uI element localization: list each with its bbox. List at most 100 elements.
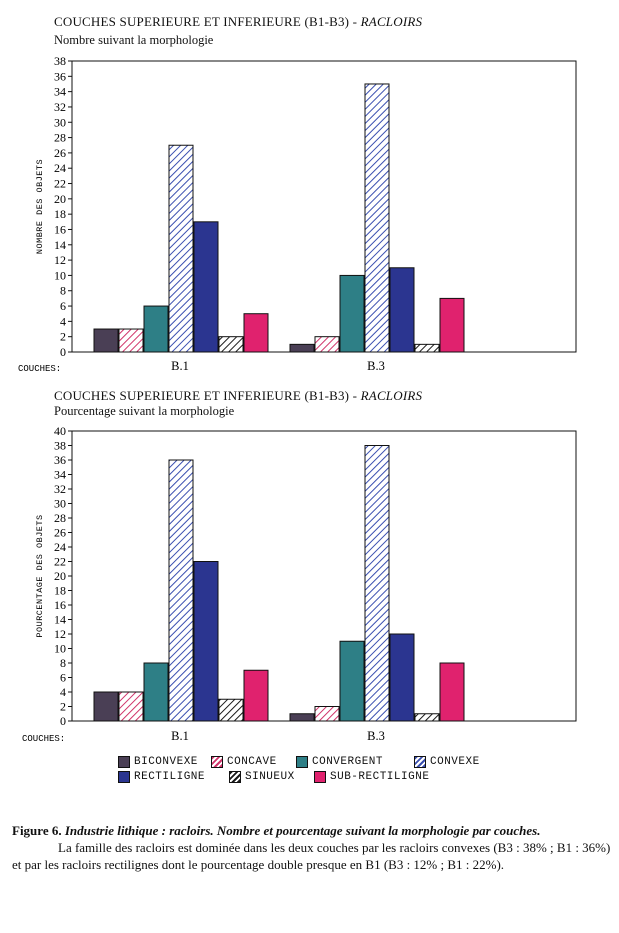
bar-convergent-b-3 [339,640,365,722]
legend-item-convergent: CONVERGENT [296,756,383,768]
legend-label: CONVERGENT [312,756,384,768]
legend-swatch [118,771,130,783]
bar-concave-b-1 [118,328,144,353]
y-tick-label: 22 [54,177,66,191]
y-tick-label: 34 [54,468,66,482]
y-tick-label: 18 [54,584,66,598]
legend-label: RECTILIGNE [134,771,206,783]
category-label: B.3 [367,359,385,373]
legend-label: BICONVEXE [134,756,198,768]
chart2-title-italic: RACLOIRS [360,388,423,403]
bar-convexe-b-3 [364,445,390,722]
y-tick-label: 8 [60,656,66,670]
y-tick-label: 10 [54,642,66,656]
bar-sub-rectiligne-b-1 [243,669,269,722]
y-tick-label: 12 [54,627,66,641]
chart1-title-main: COUCHES SUPERIEURE ET INFERIEURE (B1-B3)… [54,14,361,29]
bar-sinueux-b-3 [414,713,440,722]
legend-swatch [229,771,241,783]
legend-item-biconvexe: BICONVEXE [118,756,198,768]
legend-item-concave: CONCAVE [211,756,277,768]
figure-body: La famille des racloirs est dominée dans… [12,840,611,872]
y-tick-label: 22 [54,555,66,569]
y-tick-label: 14 [54,238,66,252]
y-tick-label: 34 [54,85,66,99]
chart1-subtitle: Nombre suivant la morphologie [54,33,214,47]
bar-rectiligne-b-1 [193,561,219,722]
y-tick-label: 32 [54,482,66,496]
y-tick-label: 0 [60,714,66,728]
chart2-title: COUCHES SUPERIEURE ET INFERIEURE (B1-B3)… [54,388,422,404]
bar-convexe-b-1 [168,459,194,722]
legend-swatch [118,756,130,768]
bar-sub-rectiligne-b-3 [439,662,465,722]
chart2-subtitle: Pourcentage suivant la morphologie [54,404,235,418]
y-tick-label: 18 [54,207,66,221]
chart-1: 02468101214161820222426283032343638NOMBR… [18,54,577,374]
y-tick-label: 4 [60,314,66,328]
figure-heading: Figure 6. Industrie lithique : racloirs.… [12,822,612,839]
category-label: B.1 [171,729,189,743]
y-tick-label: 28 [54,511,66,525]
legend-item-convexe: CONVEXE [414,756,480,768]
y-tick-label: 4 [60,685,66,699]
y-tick-label: 6 [60,299,66,313]
category-label: B.1 [171,359,189,373]
bar-convergent-b-1 [143,662,169,722]
y-tick-label: 38 [54,54,66,68]
bar-biconvexe-b-3 [289,343,315,353]
y-tick-label: 30 [54,115,66,129]
bar-sub-rectiligne-b-1 [243,313,269,353]
category-label: B.3 [367,729,385,743]
y-tick-label: 10 [54,268,66,282]
chart1-title: COUCHES SUPERIEURE ET INFERIEURE (B1-B3)… [54,14,422,30]
y-tick-label: 36 [54,453,66,467]
y-tick-label: 20 [54,569,66,583]
y-tick-label: 26 [54,146,66,160]
y-tick-label: 30 [54,497,66,511]
x-axis-label: COUCHES: [18,364,61,374]
x-axis-label: COUCHES: [22,734,65,744]
y-tick-label: 0 [60,345,66,359]
y-tick-label: 40 [54,424,66,438]
chart-2: 0246810121416182022242628303234363840POU… [22,424,577,744]
y-tick-label: 6 [60,671,66,685]
bar-rectiligne-b-3 [389,267,415,353]
y-tick-label: 32 [54,100,66,114]
bar-biconvexe-b-1 [93,691,119,722]
y-tick-label: 2 [60,700,66,714]
bar-convexe-b-3 [364,83,390,353]
figure-title: Industrie lithique : racloirs. Nombre et… [64,823,541,838]
y-tick-label: 12 [54,253,66,267]
chart2-title-main: COUCHES SUPERIEURE ET INFERIEURE (B1-B3)… [54,388,361,403]
legend-swatch [211,756,223,768]
figure-caption: Figure 6. Industrie lithique : racloirs.… [12,822,612,873]
legend-item-rectiligne: RECTILIGNE [118,771,205,783]
legend-label: SINUEUX [245,771,295,783]
bar-biconvexe-b-1 [93,328,119,353]
bar-convexe-b-1 [168,144,194,353]
bar-convergent-b-1 [143,305,169,353]
bar-concave-b-1 [118,691,144,722]
legend-swatch [296,756,308,768]
bar-sinueux-b-1 [218,698,244,722]
y-tick-label: 8 [60,284,66,298]
y-tick-label: 14 [54,613,66,627]
bar-rectiligne-b-3 [389,633,415,722]
charts-canvas: 02468101214161820222426283032343638NOMBR… [18,54,577,744]
y-axis-label: POURCENTAGE DES OBJETS [35,514,45,637]
chart1-title-italic: RACLOIRS [360,14,423,29]
legend-swatch [414,756,426,768]
y-tick-label: 2 [60,330,66,344]
y-tick-label: 26 [54,526,66,540]
bar-biconvexe-b-3 [289,713,315,722]
legend-label: CONVEXE [430,756,480,768]
bar-convergent-b-3 [339,274,365,353]
legend-label: CONCAVE [227,756,277,768]
legend-swatch [314,771,326,783]
bar-sinueux-b-3 [414,343,440,353]
legend-item-sinueux: SINUEUX [229,771,295,783]
bar-sinueux-b-1 [218,336,244,353]
bar-concave-b-3 [314,706,340,722]
bar-sub-rectiligne-b-3 [439,297,465,353]
